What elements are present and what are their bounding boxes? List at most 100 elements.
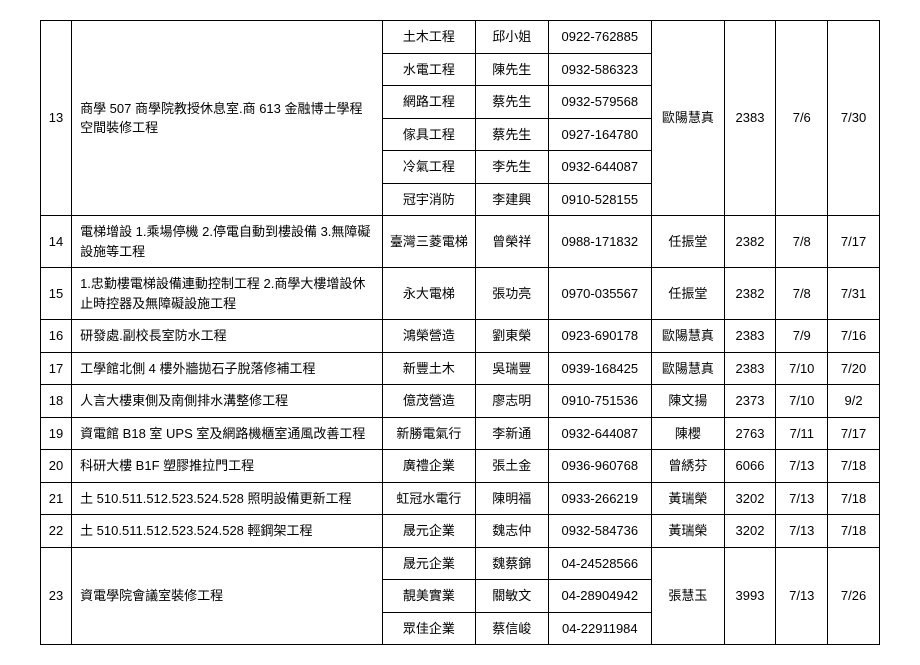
- contact-person: 李新通: [476, 417, 549, 450]
- contact-person: 劉東榮: [476, 320, 549, 353]
- contact-phone: 0932-586323: [548, 53, 652, 86]
- project-description: 土 510.511.512.523.524.528 輕鋼架工程: [72, 515, 383, 548]
- staff: 歐陽慧真: [652, 352, 725, 385]
- contact-phone: 0932-584736: [548, 515, 652, 548]
- project-description: 研發處.副校長室防水工程: [72, 320, 383, 353]
- code: 2382: [724, 268, 776, 320]
- table-row: 18人言大樓東側及南側排水溝整修工程億茂營造廖志明0910-751536陳文揚2…: [41, 385, 880, 418]
- code: 2383: [724, 320, 776, 353]
- contact-phone: 0936-960768: [548, 450, 652, 483]
- staff: 曾綉芬: [652, 450, 725, 483]
- contact-phone: 0910-528155: [548, 183, 652, 216]
- date-end: 7/30: [828, 21, 880, 216]
- staff: 黃瑞榮: [652, 482, 725, 515]
- contact-phone: 0970-035567: [548, 268, 652, 320]
- vendor: 土木工程: [382, 21, 475, 54]
- table-row: 20科研大樓 B1F 塑膠推拉門工程廣禮企業張土金0936-960768曾綉芬6…: [41, 450, 880, 483]
- table-row: 16研發處.副校長室防水工程鴻榮營造劉東榮0923-690178歐陽慧真2383…: [41, 320, 880, 353]
- table-row: 21土 510.511.512.523.524.528 照明設備更新工程虹冠水電…: [41, 482, 880, 515]
- staff: 歐陽慧真: [652, 320, 725, 353]
- date-start: 7/8: [776, 268, 828, 320]
- project-description: 人言大樓東側及南側排水溝整修工程: [72, 385, 383, 418]
- code: 2383: [724, 352, 776, 385]
- staff: 陳櫻: [652, 417, 725, 450]
- row-number: 18: [41, 385, 72, 418]
- date-end: 7/18: [828, 515, 880, 548]
- vendor: 永大電梯: [382, 268, 475, 320]
- project-description: 科研大樓 B1F 塑膠推拉門工程: [72, 450, 383, 483]
- project-description: 1.忠勤樓電梯設備連動控制工程 2.商學大樓增設休止時控器及無障礙設施工程: [72, 268, 383, 320]
- date-end: 9/2: [828, 385, 880, 418]
- contact-person: 廖志明: [476, 385, 549, 418]
- row-number: 14: [41, 216, 72, 268]
- date-end: 7/18: [828, 450, 880, 483]
- date-end: 7/17: [828, 417, 880, 450]
- project-description: 資電館 B18 室 UPS 室及網路機櫃室通風改善工程: [72, 417, 383, 450]
- code: 3202: [724, 482, 776, 515]
- table-row: 151.忠勤樓電梯設備連動控制工程 2.商學大樓增設休止時控器及無障礙設施工程永…: [41, 268, 880, 320]
- vendor: 冠宇消防: [382, 183, 475, 216]
- table-row: 14電梯增設 1.乘場停機 2.停電自動到樓設備 3.無障礙設施等工程臺灣三菱電…: [41, 216, 880, 268]
- project-description: 土 510.511.512.523.524.528 照明設備更新工程: [72, 482, 383, 515]
- date-end: 7/16: [828, 320, 880, 353]
- vendor: 鴻榮營造: [382, 320, 475, 353]
- code: 2382: [724, 216, 776, 268]
- project-description: 資電學院會議室裝修工程: [72, 547, 383, 645]
- date-start: 7/11: [776, 417, 828, 450]
- code: 2763: [724, 417, 776, 450]
- date-start: 7/13: [776, 547, 828, 645]
- vendor: 臺灣三菱電梯: [382, 216, 475, 268]
- table-row: 23資電學院會議室裝修工程晟元企業魏蔡錦04-24528566張慧玉39937/…: [41, 547, 880, 580]
- row-number: 22: [41, 515, 72, 548]
- contact-person: 蔡先生: [476, 86, 549, 119]
- date-start: 7/13: [776, 515, 828, 548]
- row-number: 17: [41, 352, 72, 385]
- staff: 黃瑞榮: [652, 515, 725, 548]
- contact-person: 李建興: [476, 183, 549, 216]
- row-number: 23: [41, 547, 72, 645]
- vendor: 網路工程: [382, 86, 475, 119]
- row-number: 19: [41, 417, 72, 450]
- row-number: 21: [41, 482, 72, 515]
- vendor: 虹冠水電行: [382, 482, 475, 515]
- vendor: 眾佳企業: [382, 612, 475, 645]
- date-start: 7/8: [776, 216, 828, 268]
- contact-phone: 0922-762885: [548, 21, 652, 54]
- vendor: 晟元企業: [382, 547, 475, 580]
- row-number: 15: [41, 268, 72, 320]
- project-description: 電梯增設 1.乘場停機 2.停電自動到樓設備 3.無障礙設施等工程: [72, 216, 383, 268]
- contact-person: 邱小姐: [476, 21, 549, 54]
- staff: 陳文揚: [652, 385, 725, 418]
- contact-person: 張功亮: [476, 268, 549, 320]
- vendor: 傢具工程: [382, 118, 475, 151]
- staff: 任振堂: [652, 268, 725, 320]
- row-number: 13: [41, 21, 72, 216]
- contact-person: 陳先生: [476, 53, 549, 86]
- row-number: 16: [41, 320, 72, 353]
- contact-person: 曾榮祥: [476, 216, 549, 268]
- contact-phone: 0932-644087: [548, 417, 652, 450]
- code: 6066: [724, 450, 776, 483]
- contact-phone: 0910-751536: [548, 385, 652, 418]
- code: 2373: [724, 385, 776, 418]
- contact-person: 陳明福: [476, 482, 549, 515]
- contact-phone: 0932-579568: [548, 86, 652, 119]
- staff: 張慧玉: [652, 547, 725, 645]
- project-table: 13商學 507 商學院教授休息室.商 613 金融博士學程空間裝修工程土木工程…: [40, 20, 880, 645]
- contact-phone: 0923-690178: [548, 320, 652, 353]
- contact-person: 關敏文: [476, 580, 549, 613]
- contact-person: 蔡先生: [476, 118, 549, 151]
- code: 3202: [724, 515, 776, 548]
- vendor: 冷氣工程: [382, 151, 475, 184]
- vendor: 廣禮企業: [382, 450, 475, 483]
- contact-person: 魏志仲: [476, 515, 549, 548]
- contact-person: 吳瑞豐: [476, 352, 549, 385]
- contact-person: 李先生: [476, 151, 549, 184]
- contact-phone: 0933-266219: [548, 482, 652, 515]
- project-description: 商學 507 商學院教授休息室.商 613 金融博士學程空間裝修工程: [72, 21, 383, 216]
- contact-phone: 0932-644087: [548, 151, 652, 184]
- contact-phone: 04-28904942: [548, 580, 652, 613]
- contact-phone: 0927-164780: [548, 118, 652, 151]
- contact-phone: 0988-171832: [548, 216, 652, 268]
- table-row: 22土 510.511.512.523.524.528 輕鋼架工程晟元企業魏志仲…: [41, 515, 880, 548]
